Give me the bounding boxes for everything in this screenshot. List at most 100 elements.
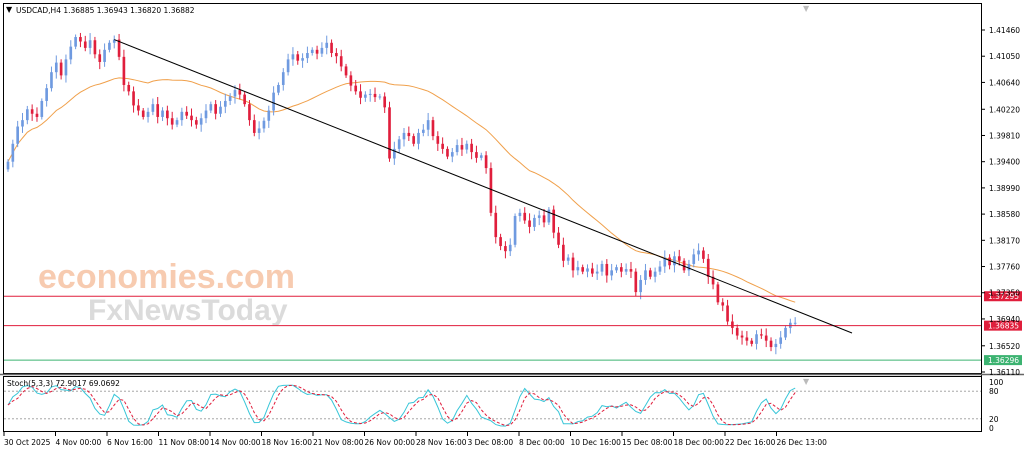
time-tick-label: 28 Nov 16:00 bbox=[416, 438, 467, 447]
candle-body bbox=[228, 96, 232, 101]
time-tick-label: 26 Dec 13:00 bbox=[777, 438, 828, 447]
time-tick-label: 22 Dec 16:00 bbox=[725, 438, 776, 447]
stoch-tick-label: 0 bbox=[989, 424, 994, 433]
candle-body bbox=[286, 59, 290, 73]
candle-body bbox=[639, 279, 642, 293]
candle-body bbox=[209, 104, 213, 111]
candle-body bbox=[296, 54, 300, 61]
candle-body bbox=[252, 120, 256, 133]
candle-body bbox=[257, 128, 261, 133]
candle-body bbox=[93, 40, 97, 55]
stoch-signal-line bbox=[7, 384, 796, 427]
candle-body bbox=[494, 212, 498, 238]
price-tick-label: 1.36520 bbox=[989, 342, 1020, 351]
candle-body bbox=[50, 72, 53, 89]
current-price-price-label: 1.36835 bbox=[988, 322, 1019, 331]
header-triangle-icon[interactable]: ▼ bbox=[6, 5, 13, 14]
candle-body bbox=[557, 232, 560, 245]
time-tick-label: 3 Dec 08:00 bbox=[468, 438, 514, 447]
subwindow-scroll-marker-icon[interactable]: ▼ bbox=[803, 377, 810, 386]
candle-body bbox=[745, 337, 749, 341]
candle-body bbox=[74, 37, 77, 47]
candle-body bbox=[214, 104, 217, 114]
candle-body bbox=[571, 257, 575, 271]
candle-body bbox=[291, 54, 295, 60]
candle-body bbox=[166, 110, 169, 119]
candle-body bbox=[441, 143, 444, 149]
candle-body bbox=[711, 276, 715, 285]
candle-body bbox=[378, 96, 382, 98]
candle-body bbox=[697, 250, 700, 255]
candle-body bbox=[339, 56, 343, 67]
candle-body bbox=[301, 58, 304, 61]
candle-body bbox=[673, 256, 676, 266]
price-tick-label: 1.36940 bbox=[989, 315, 1020, 324]
candle-body bbox=[11, 143, 15, 162]
candle-body bbox=[591, 268, 594, 274]
candle-body bbox=[735, 327, 739, 336]
candle-body bbox=[54, 62, 58, 73]
candle-body bbox=[388, 107, 391, 159]
time-tick-label: 15 Dec 08:00 bbox=[622, 438, 673, 447]
scroll-marker-icon[interactable]: ▼ bbox=[803, 4, 810, 13]
time-tick-label: 18 Dec 00:00 bbox=[674, 438, 725, 447]
candle-body bbox=[513, 216, 517, 245]
candle-body bbox=[117, 39, 121, 57]
candle-body bbox=[151, 104, 155, 112]
time-tick-label: 14 Nov 00:00 bbox=[210, 438, 261, 447]
candle-body bbox=[59, 62, 63, 76]
stoch-header: Stoch(5,3,3) 72.9017 69.0692 bbox=[7, 379, 120, 388]
candle-body bbox=[648, 270, 652, 277]
watermark: economies.com FxNewsToday bbox=[38, 258, 295, 327]
candle-body bbox=[64, 59, 68, 76]
candle-body bbox=[431, 120, 435, 137]
price-tick-label: 1.39400 bbox=[989, 158, 1020, 167]
candle-body bbox=[518, 212, 522, 217]
candle-body bbox=[402, 132, 406, 140]
candle-body bbox=[658, 266, 662, 272]
candle-body bbox=[354, 85, 358, 92]
candle-body bbox=[108, 42, 111, 50]
candle-body bbox=[523, 212, 527, 221]
candle-body bbox=[393, 148, 396, 159]
price-tick-label: 1.41460 bbox=[989, 26, 1020, 35]
candle-body bbox=[504, 246, 507, 252]
downtrend-line[interactable] bbox=[114, 39, 853, 334]
candle-body bbox=[137, 105, 140, 111]
candle-body bbox=[677, 256, 681, 261]
candle-body bbox=[499, 237, 502, 247]
candle-body bbox=[479, 155, 483, 158]
resistance-level-price-label: 1.37295 bbox=[988, 292, 1019, 301]
candle-body bbox=[624, 269, 628, 272]
candle-body bbox=[170, 118, 174, 125]
price-tick-label: 1.38990 bbox=[989, 184, 1020, 193]
candle-body bbox=[426, 120, 430, 130]
candle-body bbox=[161, 110, 164, 117]
candle-body bbox=[306, 53, 309, 59]
candle-body bbox=[460, 145, 464, 150]
candle-body bbox=[16, 126, 19, 144]
price-tick-label: 1.38580 bbox=[989, 210, 1020, 219]
candle-body bbox=[600, 263, 604, 272]
candle-body bbox=[103, 49, 106, 62]
symbol-header: USDCAD,H4 1.36885 1.36943 1.36820 1.3688… bbox=[16, 6, 195, 15]
current-price-price-box bbox=[984, 320, 1022, 331]
candle-body bbox=[330, 42, 333, 54]
candle-body bbox=[537, 215, 541, 218]
candle-body bbox=[528, 220, 531, 227]
stoch-tick-label: 100 bbox=[989, 378, 1004, 387]
candle-body bbox=[223, 100, 227, 107]
candle-body bbox=[489, 168, 493, 213]
candle-body bbox=[190, 115, 193, 121]
candle-body bbox=[615, 267, 618, 271]
time-tick-label: 18 Nov 16:00 bbox=[262, 438, 313, 447]
candle-body bbox=[764, 335, 768, 341]
candle-body bbox=[542, 215, 546, 223]
candle-body bbox=[663, 257, 667, 267]
candle-body bbox=[610, 270, 613, 276]
candle-body bbox=[566, 257, 570, 261]
time-tick-label: 30 Oct 2025 bbox=[4, 438, 51, 447]
candle-body bbox=[552, 209, 556, 233]
candle-body bbox=[195, 120, 198, 125]
support-level-price-box bbox=[984, 355, 1022, 366]
